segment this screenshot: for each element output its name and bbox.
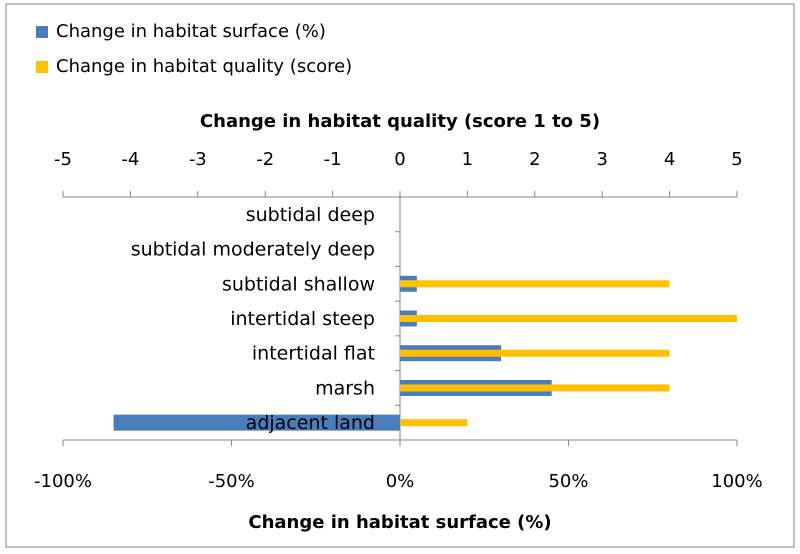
category-label: subtidal moderately deep — [131, 239, 375, 261]
bar — [113, 414, 401, 431]
x-tick-label: 50% — [548, 471, 588, 492]
bar — [400, 419, 468, 427]
category-label: subtidal shallow — [222, 273, 375, 295]
x2-tick-label: 1 — [462, 149, 473, 170]
category-label: intertidal steep — [230, 308, 375, 330]
category-label: marsh — [315, 377, 375, 399]
legend-swatch — [36, 26, 48, 38]
legend-label: Change in habitat surface (%) — [56, 21, 326, 42]
legend-swatch — [36, 61, 48, 73]
x-tick-label: 0% — [386, 471, 415, 492]
x2-tick-label: -2 — [256, 149, 274, 170]
legend-label: Change in habitat quality (score) — [56, 56, 352, 77]
x2-tick-label: -5 — [54, 149, 72, 170]
bar — [400, 384, 670, 392]
x2-tick-label: -3 — [189, 149, 207, 170]
x-tick-label: 100% — [711, 471, 762, 492]
x2-tick-label: 3 — [596, 149, 607, 170]
category-label: intertidal flat — [252, 343, 375, 365]
bar — [400, 349, 670, 357]
category-label: adjacent land — [246, 412, 375, 434]
x2-tick-label: 2 — [529, 149, 540, 170]
category-label: subtidal deep — [246, 204, 375, 226]
x2-tick-label: -1 — [324, 149, 342, 170]
bar — [400, 315, 737, 322]
bar — [400, 280, 670, 288]
x2-axis-title: Change in habitat quality (score 1 to 5) — [200, 111, 600, 132]
x2-tick-label: -4 — [121, 149, 139, 170]
x2-tick-label: 0 — [394, 149, 405, 170]
x2-tick-label: 5 — [731, 149, 742, 170]
x-tick-label: -100% — [34, 471, 92, 492]
x-axis-title: Change in habitat surface (%) — [248, 512, 551, 533]
x2-tick-label: 4 — [664, 149, 675, 170]
x-tick-label: -50% — [208, 471, 255, 492]
